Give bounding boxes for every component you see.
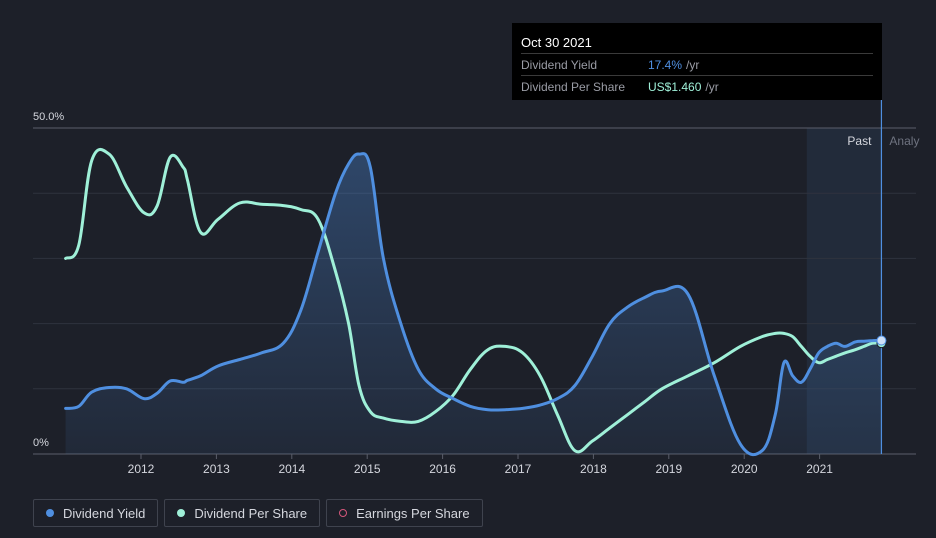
x-tick-label: 2013 — [203, 462, 230, 476]
dividend-per-share-dot-icon — [177, 509, 186, 517]
dividend-yield-marker — [876, 335, 887, 346]
x-tick-label: 2014 — [278, 462, 305, 476]
analyst-forecast-label: Analy — [889, 134, 919, 148]
x-axis-ticks: 2012 2013 2014 2015 2016 2017 2018 2019 2020 2021 — [128, 454, 833, 476]
tooltip-label: Dividend Per Share — [521, 79, 626, 94]
legend-label: Earnings Per Share — [356, 505, 470, 521]
legend-dividend-yield-button[interactable]: Dividend Yield — [33, 499, 159, 527]
past-label: Past — [847, 134, 872, 148]
tooltip-row-dps: Dividend Per Share US$1.460 /yr — [521, 76, 873, 97]
x-tick-label: 2017 — [505, 462, 532, 476]
x-tick-label: 2018 — [580, 462, 607, 476]
tooltip: Oct 30 2021 Dividend Yield 17.4% /yr Div… — [512, 23, 882, 100]
y-tick-label: 50.0% — [33, 111, 64, 123]
legend: Dividend Yield Dividend Per Share Earnin… — [33, 499, 483, 527]
x-tick-label: 2015 — [354, 462, 381, 476]
tooltip-date: Oct 30 2021 — [521, 35, 592, 50]
dividend-yield-line — [64, 152, 883, 457]
legend-dividend-per-share-button[interactable]: Dividend Per Share — [164, 499, 321, 527]
tooltip-unit: /yr — [686, 57, 700, 72]
tooltip-value: US$1.460 — [648, 79, 702, 94]
x-tick-label: 2012 — [128, 462, 155, 476]
x-tick-label: 2019 — [655, 462, 682, 476]
tooltip-unit: /yr — [705, 79, 719, 94]
legend-label: Dividend Yield — [63, 505, 146, 521]
dividend-yield-dot-icon — [46, 509, 54, 517]
y-axis-ticks: 50.0% 0% — [33, 111, 64, 449]
legend-label: Dividend Per Share — [194, 505, 308, 521]
tooltip-label: Dividend Yield — [521, 57, 598, 72]
tooltip-date-row: Oct 30 2021 — [521, 32, 873, 54]
earnings-per-share-ring-icon — [339, 509, 348, 517]
dividend-per-share-line — [64, 147, 883, 454]
tooltip-row-yield: Dividend Yield 17.4% /yr — [521, 54, 873, 76]
tooltip-value: 17.4% — [648, 57, 683, 72]
x-tick-label: 2016 — [429, 462, 456, 476]
y-tick-label: 0% — [33, 437, 49, 449]
dividend-yield-area — [65, 153, 882, 455]
x-tick-label: 2020 — [731, 462, 758, 476]
x-tick-label: 2021 — [806, 462, 833, 476]
legend-earnings-per-share-button[interactable]: Earnings Per Share — [326, 499, 483, 527]
